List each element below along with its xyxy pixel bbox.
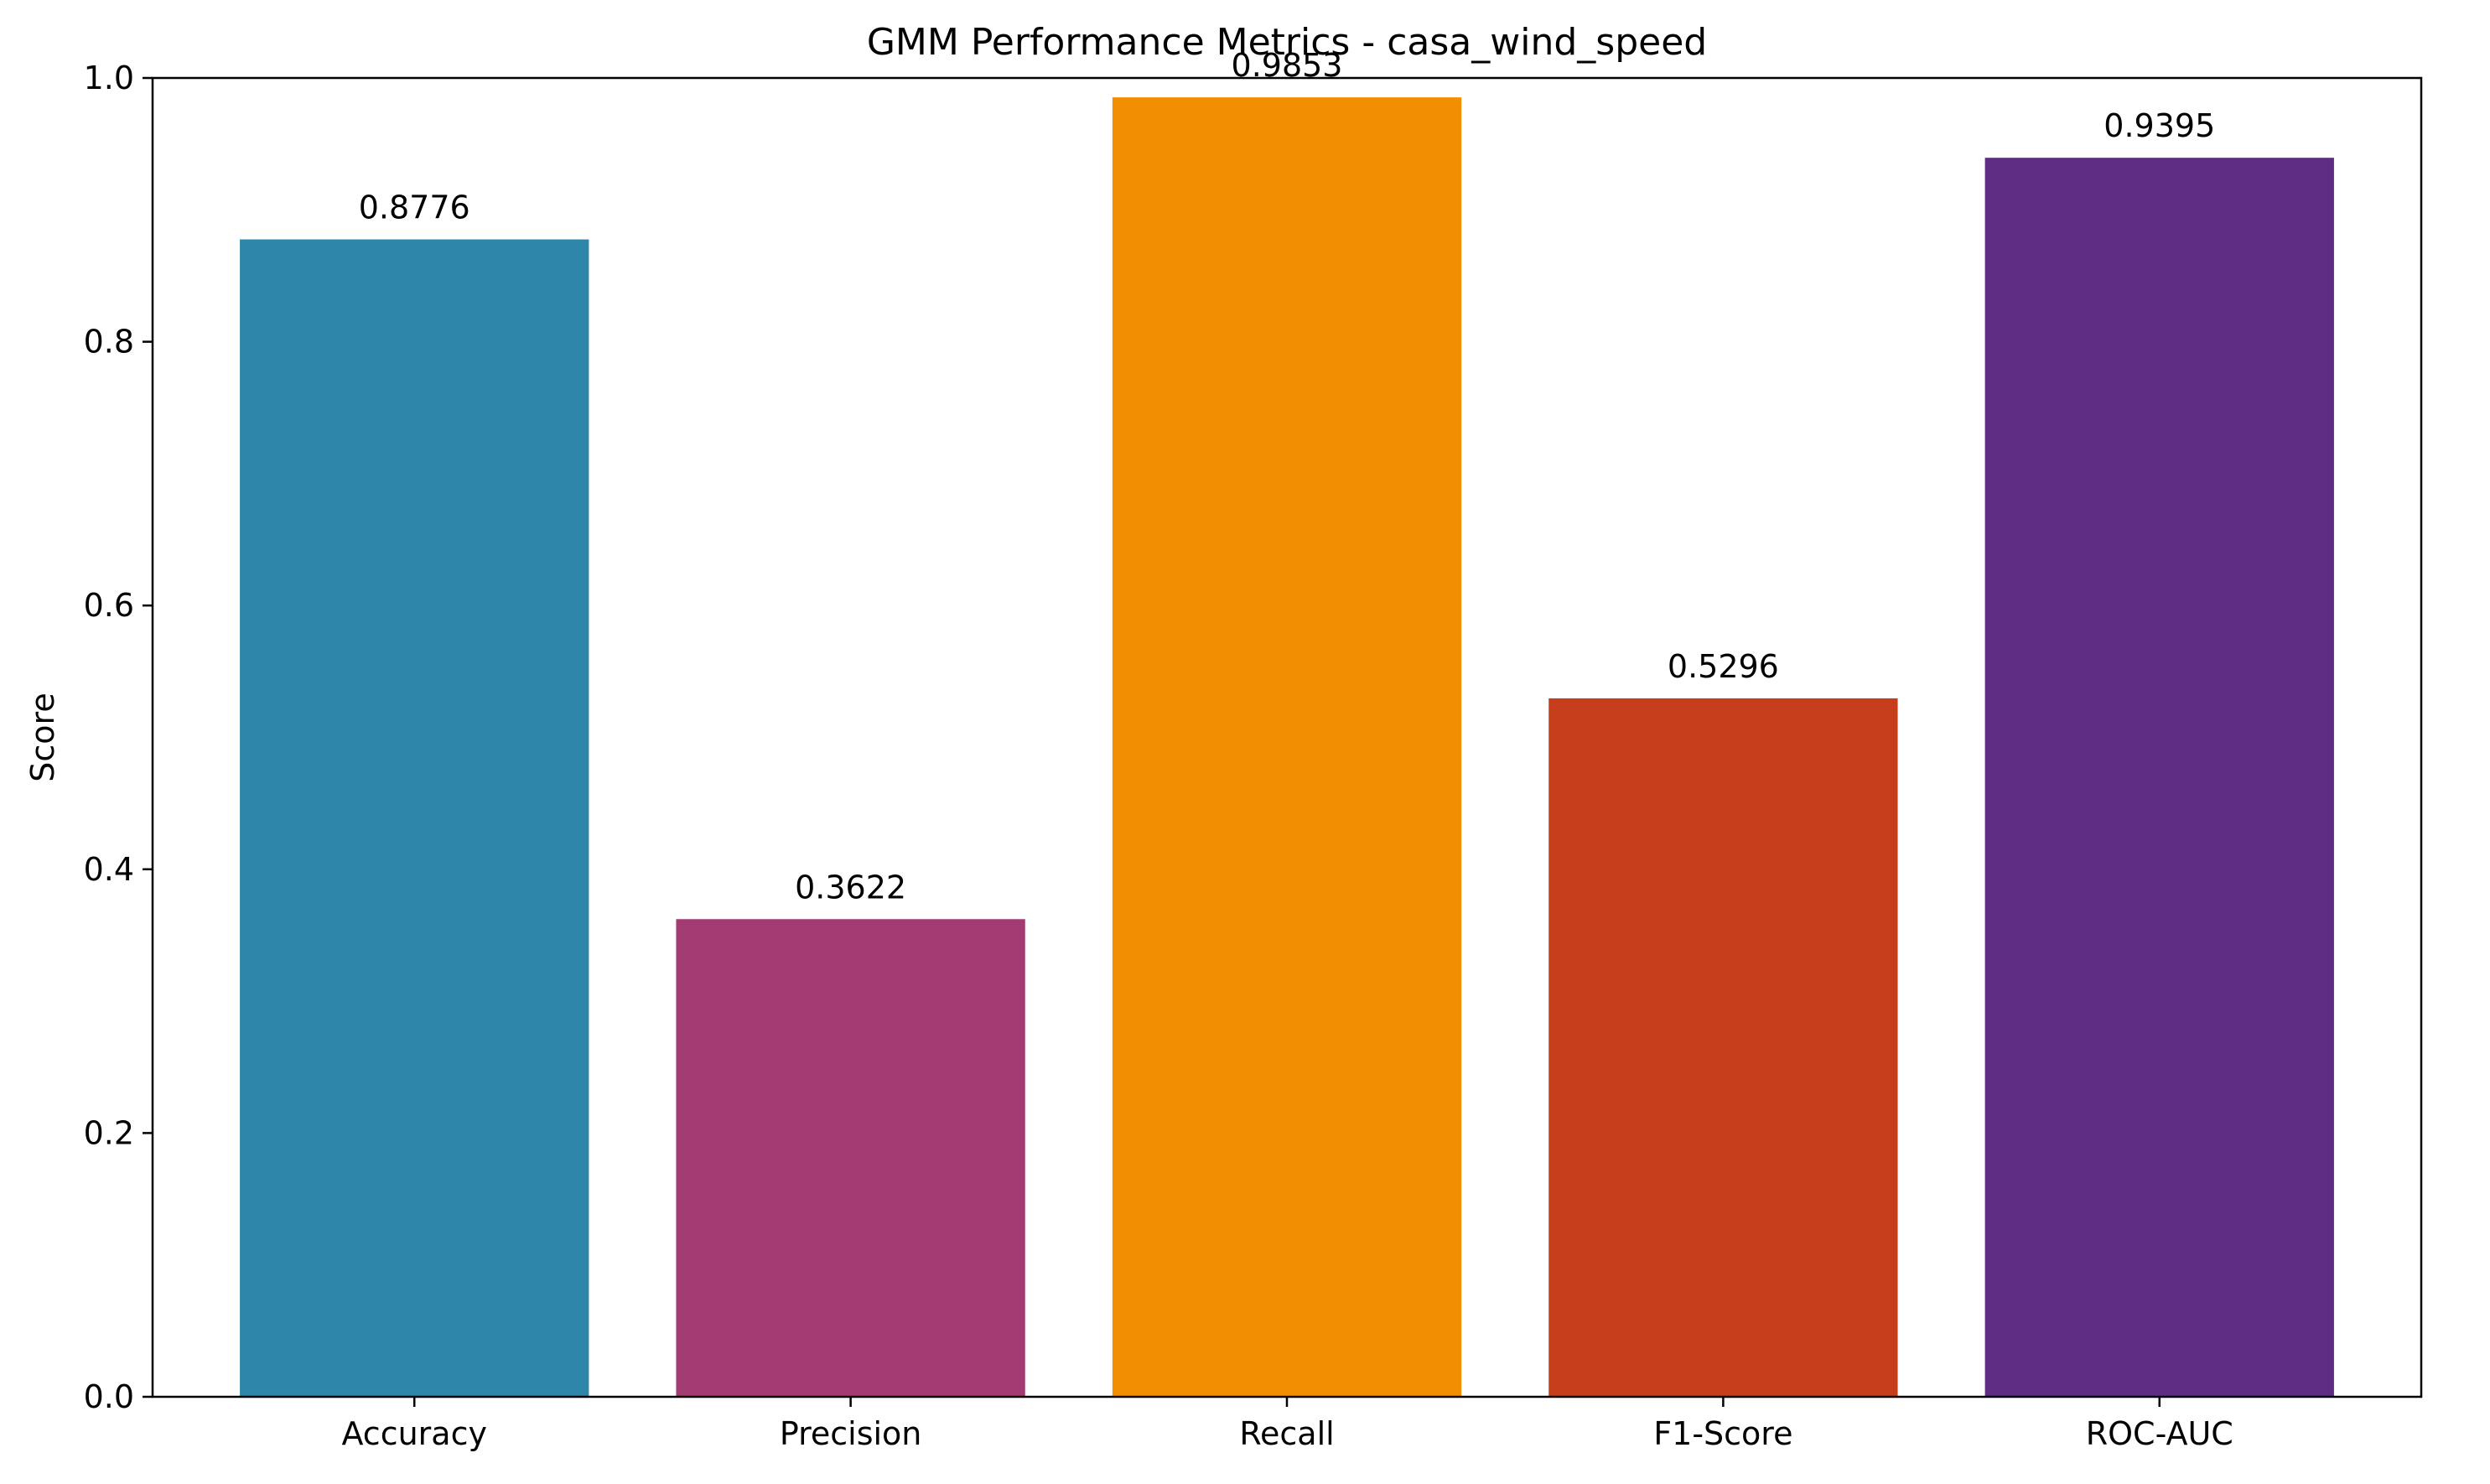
x-tick-label: Accuracy [341, 1415, 487, 1452]
x-tick-label: Recall [1239, 1415, 1334, 1452]
x-tick-label: ROC-AUC [2086, 1415, 2233, 1452]
x-tick-label: Precision [780, 1415, 922, 1452]
value-label-accuracy: 0.8776 [359, 189, 470, 226]
y-tick-label: 0.8 [84, 324, 134, 361]
bar-precision [676, 919, 1025, 1397]
chart-title: GMM Performance Metrics - casa_wind_spee… [867, 21, 1707, 64]
y-tick-label: 0.0 [84, 1378, 134, 1415]
y-axis: 0.0 0.2 0.4 0.6 0.8 1.0 [84, 60, 153, 1415]
value-label-f1-score: 0.5296 [1668, 648, 1779, 685]
value-label-precision: 0.3622 [795, 869, 906, 905]
y-tick-label: 0.4 [84, 851, 134, 888]
bar-accuracy [240, 239, 589, 1398]
x-tick-label: F1-Score [1653, 1415, 1792, 1452]
y-tick-label: 0.6 [84, 587, 134, 624]
bar-f1-score [1548, 698, 1898, 1397]
value-label-roc-auc: 0.9395 [2104, 107, 2215, 144]
bar-roc-auc [1984, 158, 2334, 1397]
bars-layer [240, 97, 2334, 1398]
y-axis-label: Score [24, 693, 61, 781]
y-tick-label: 0.2 [84, 1114, 134, 1151]
y-tick-label: 1.0 [84, 60, 134, 96]
x-axis: Accuracy Precision Recall F1-Score ROC-AUC [341, 1397, 2233, 1452]
bar-recall [1112, 97, 1462, 1398]
